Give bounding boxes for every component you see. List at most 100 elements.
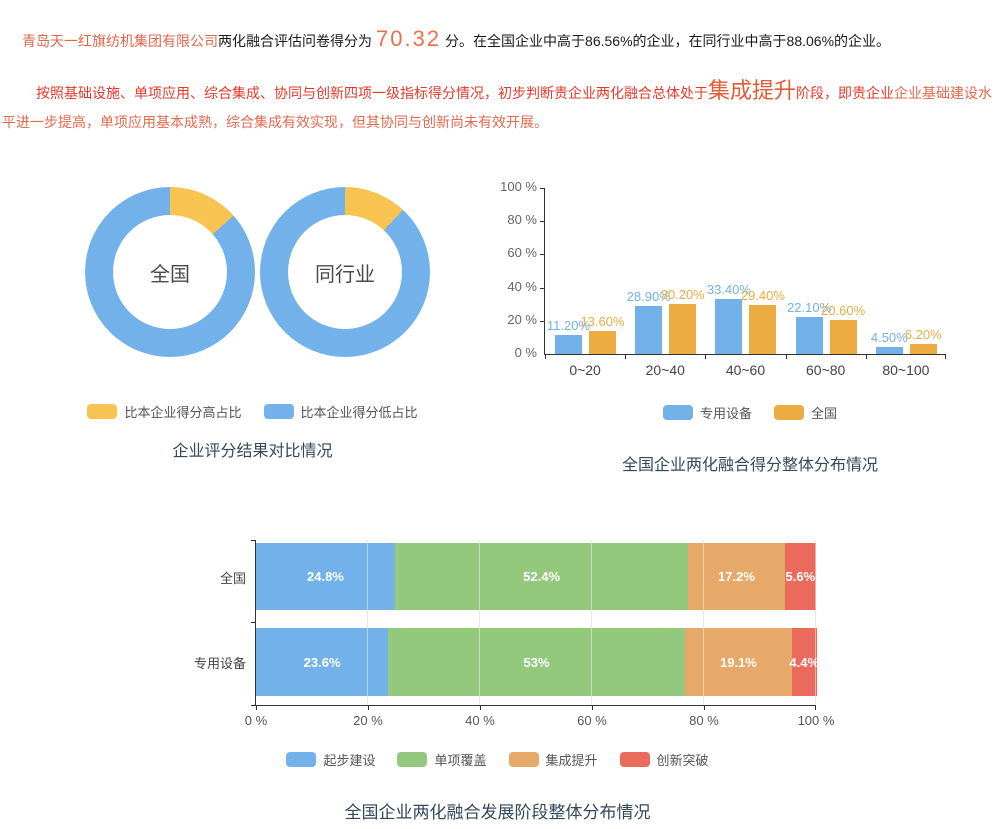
legend-label: 单项覆盖 bbox=[434, 753, 487, 768]
segment-value-label: 5.6% bbox=[785, 569, 816, 584]
segment-value-label: 53% bbox=[523, 654, 550, 670]
score-distribution-title: 全国企业两化融合得分整体分布情况 bbox=[621, 457, 878, 474]
gridline-overlay bbox=[367, 540, 368, 705]
x-tick-label: 20 % bbox=[353, 713, 383, 728]
legend-label: 起步建设 bbox=[323, 753, 376, 768]
bar-专用设备-60~80 bbox=[795, 317, 823, 354]
legend-swatch bbox=[87, 404, 118, 419]
x-tick-mark bbox=[625, 354, 627, 359]
bar-专用设备-40~60 bbox=[715, 298, 743, 354]
x-tick-mark bbox=[256, 705, 257, 710]
segment-单项覆盖-全国: 52.4% bbox=[394, 543, 689, 610]
gridline bbox=[479, 540, 480, 705]
y-tick-mark bbox=[540, 188, 545, 189]
segment-集成提升-专用设备: 19.1% bbox=[684, 628, 792, 696]
x-tick-label: 100 % bbox=[797, 713, 835, 728]
bar-value-label: 28.90% bbox=[626, 289, 671, 305]
score-distribution-legend: 专用设备 全国 bbox=[505, 403, 995, 422]
legend-swatch bbox=[619, 752, 650, 767]
x-tick-label: 0 % bbox=[244, 713, 268, 728]
legend-item-比本企业得分低占比[interactable]: 比本企业得分低占比 bbox=[263, 402, 418, 421]
legend-item-创新突破[interactable]: 创新突破 bbox=[619, 750, 709, 769]
score-label: 两化融合评估问卷得分为 bbox=[218, 33, 372, 49]
y-tick-label: 60 % bbox=[507, 245, 537, 261]
donut-chart-title: 企业评分结果对比情况 bbox=[172, 443, 333, 460]
y-tick-label: 80 % bbox=[507, 212, 537, 228]
legend-item-全国[interactable]: 全国 bbox=[774, 403, 837, 422]
segment-value-label: 52.4% bbox=[523, 569, 561, 584]
segment-value-label: 17.2% bbox=[718, 569, 755, 584]
segment-集成提升-全国: 17.2% bbox=[688, 543, 785, 610]
summary-paragraph: 青岛天一红旗纺机集团有限公司两化融合评估问卷得分为 70.32 分。在全国企业中高于… bbox=[22, 26, 890, 52]
bar-专用设备-0~20 bbox=[555, 335, 582, 354]
stage-highlight: 集成提升 bbox=[708, 78, 797, 103]
legend-swatch bbox=[662, 405, 693, 420]
legend-label: 比本企业得分低占比 bbox=[300, 405, 418, 420]
segment-单项覆盖-专用设备: 53% bbox=[388, 628, 685, 696]
gridline-overlay bbox=[815, 540, 816, 705]
legend-item-比本企业得分高占比[interactable]: 比本企业得分高占比 bbox=[87, 402, 242, 421]
y-tick-mark bbox=[251, 540, 256, 541]
category-label-全国: 全国 bbox=[219, 570, 246, 586]
legend-item-专用设备[interactable]: 专用设备 bbox=[662, 403, 752, 422]
segment-创新突破-专用设备: 4.4% bbox=[789, 628, 820, 696]
bar-value-label: 29.40% bbox=[740, 288, 785, 304]
x-tick-mark bbox=[865, 354, 867, 359]
assessment-detail: 企业基础建设水平进一步提高，单项应用基本成熟，综合集成有效实现，但其协同与创新尚… bbox=[2, 85, 993, 130]
legend-label: 专用设备 bbox=[699, 406, 752, 421]
bar-value-label: 13.60% bbox=[580, 314, 625, 330]
legend-item-单项覆盖[interactable]: 单项覆盖 bbox=[397, 750, 487, 769]
bar-value-label: 33.40% bbox=[706, 281, 751, 297]
x-tick-label: 60 % bbox=[577, 713, 607, 728]
x-tick-mark bbox=[945, 354, 946, 359]
assessment-mid: 阶段，即贵企业 bbox=[796, 85, 895, 101]
donut-legend: 比本企业得分高占比 比本企业得分低占比 bbox=[0, 402, 505, 421]
gridline bbox=[591, 540, 592, 705]
x-category-label: 0~20 bbox=[569, 362, 601, 378]
score-distribution-chart: 0 % 20 % 40 % 60 % 80 % 100 % 0~20 20~40 40~60 60… bbox=[500, 179, 946, 378]
legend-item-集成提升[interactable]: 集成提升 bbox=[508, 750, 598, 769]
bar-value-label: 20.60% bbox=[821, 302, 866, 318]
donut-center-label: 全国 bbox=[150, 263, 190, 286]
stage-distribution-chart: 24.8% 52.4% 17.2% 5.6% 全国 23.6% 53% 19.1% 4.4% 专用… bbox=[194, 540, 834, 728]
segment-value-label: 4.4% bbox=[789, 654, 820, 670]
donut-同行业: 同行业 bbox=[260, 187, 430, 357]
gridline bbox=[367, 540, 368, 705]
company-name: 青岛天一红旗纺机集团有限公司 bbox=[22, 33, 218, 49]
y-tick-mark bbox=[251, 622, 256, 623]
legend-label: 集成提升 bbox=[545, 753, 598, 768]
x-category-label: 60~80 bbox=[806, 362, 846, 378]
x-tick-mark bbox=[545, 354, 546, 359]
y-tick-mark bbox=[540, 221, 545, 223]
gridline bbox=[815, 540, 816, 705]
legend-label: 比本企业得分高占比 bbox=[124, 405, 242, 420]
x-tick-mark bbox=[368, 705, 369, 710]
x-tick-label: 80 % bbox=[689, 713, 719, 728]
segment-起步建设-全国: 24.8% bbox=[256, 543, 395, 610]
assessment-paragraph: 按照基础设施、单项应用、综合集成、协同与创新四项一级指标得分情况，初步判断贵企业… bbox=[2, 76, 993, 137]
bar-value-label: 22.10% bbox=[787, 300, 832, 316]
y-tick-mark bbox=[540, 287, 545, 289]
x-tick-label: 40 % bbox=[465, 713, 495, 728]
x-tick-mark bbox=[815, 705, 816, 710]
donut-全国: 全国 bbox=[85, 187, 255, 357]
score-detail: 分。在全国企业中高于86.56%的企业，在同行业中高于88.06%的企业。 bbox=[445, 33, 891, 49]
legend-swatch bbox=[286, 752, 317, 767]
bar-全国-0~20 bbox=[589, 331, 616, 354]
bar-全国-40~60 bbox=[749, 305, 777, 354]
y-tick-label: 100 % bbox=[500, 179, 537, 194]
x-tick-mark bbox=[704, 705, 705, 710]
bar-value-label: 4.50% bbox=[870, 329, 908, 345]
x-tick-mark bbox=[592, 705, 593, 710]
y-tick-label: 0 % bbox=[514, 345, 537, 360]
bar-全国-80~100 bbox=[909, 343, 937, 354]
legend-item-起步建设[interactable]: 起步建设 bbox=[286, 750, 375, 769]
gridline bbox=[703, 540, 704, 705]
segment-起步建设-专用设备: 23.6% bbox=[256, 628, 389, 696]
stage-distribution-title: 全国企业两化融合发展阶段整体分布情况 bbox=[344, 803, 651, 822]
x-category-label: 20~40 bbox=[645, 362, 685, 378]
bar-value-label: 11.20% bbox=[546, 318, 591, 334]
category-label-专用设备: 专用设备 bbox=[193, 656, 246, 671]
y-tick-label: 20 % bbox=[507, 311, 537, 327]
bar-全国-60~80 bbox=[829, 319, 857, 354]
